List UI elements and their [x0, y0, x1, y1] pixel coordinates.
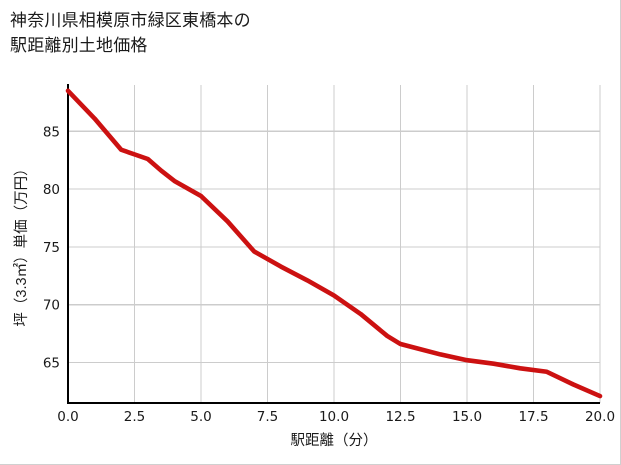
- y-tick-label: 70: [43, 298, 60, 314]
- x-tick-label: 10.0: [319, 409, 349, 425]
- y-tick-label: 65: [43, 356, 60, 372]
- y-tick-labels-group: 65 70 75 80 85: [43, 124, 60, 371]
- y-axis-title: 坪（3.3㎡）単価（万円）: [13, 161, 30, 326]
- x-tick-label: 2.5: [124, 409, 145, 425]
- x-tick-label: 7.5: [257, 409, 278, 425]
- x-tick-label: 12.5: [385, 409, 415, 425]
- y-tick-label: 85: [43, 124, 60, 140]
- x-tick-label: 0.0: [57, 409, 78, 425]
- gridlines-group: [67, 85, 601, 403]
- data-series-line: [65, 88, 603, 399]
- x-tick-labels-group: 0.0 2.5 5.0 7.5 10.0 12.5 15.0 17.5 20.0: [57, 409, 615, 425]
- y-tick-label: 80: [43, 182, 60, 198]
- x-tick-label: 20.0: [585, 409, 615, 425]
- y-tick-label: 75: [43, 240, 60, 256]
- x-tick-label: 17.5: [518, 409, 548, 425]
- page-title: 神奈川県相模原市緑区東橋本の 駅距離別土地価格: [10, 11, 251, 55]
- x-axis-title: 駅距離（分）: [291, 431, 378, 449]
- x-tick-label: 15.0: [452, 409, 482, 425]
- x-tick-label: 5.0: [190, 409, 211, 425]
